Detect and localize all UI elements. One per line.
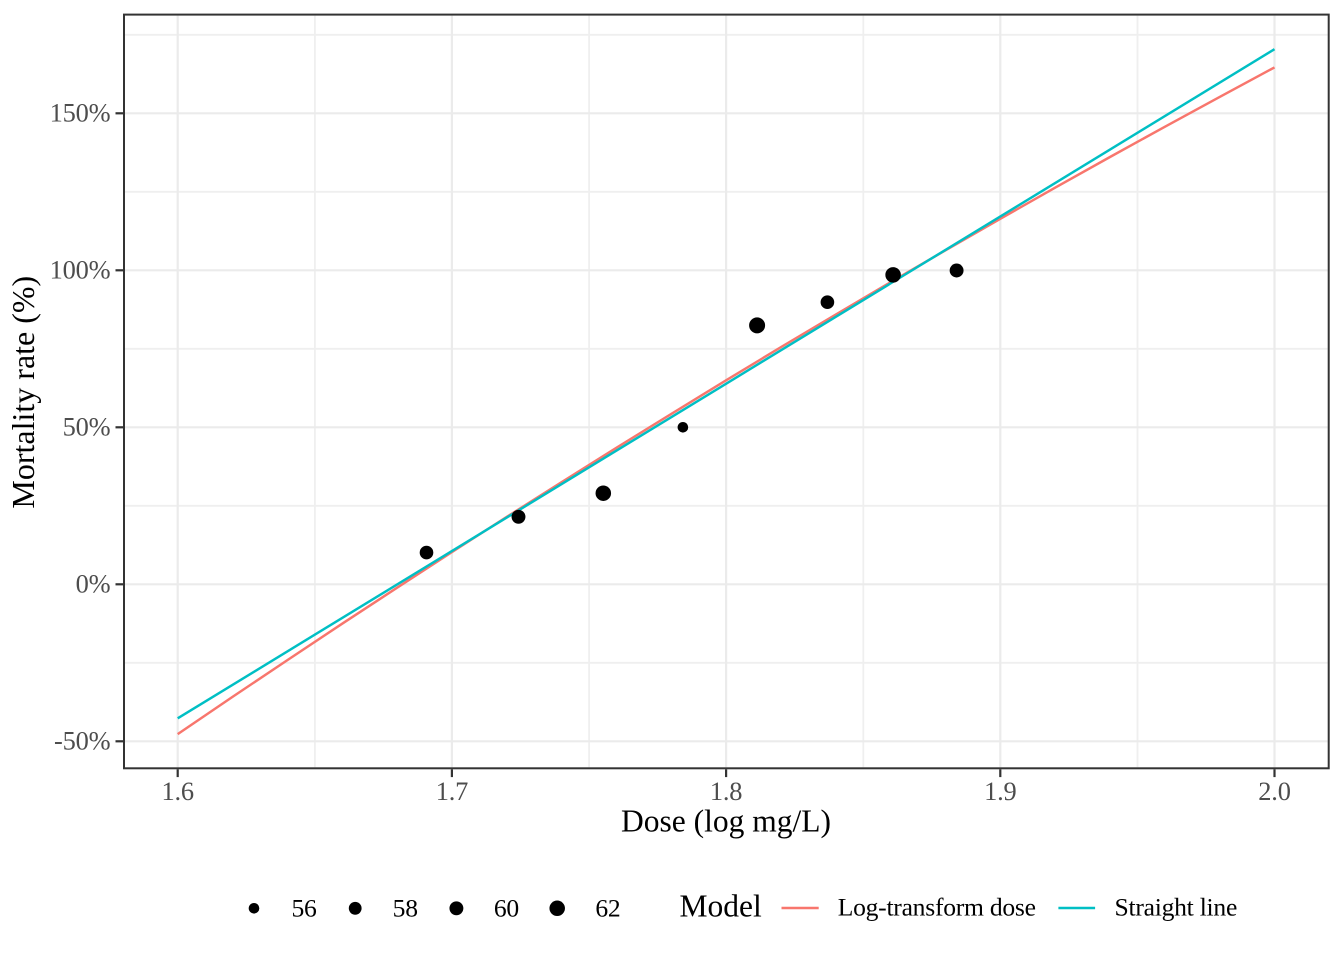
- svg-text:Model: Model: [680, 889, 762, 924]
- svg-text:58: 58: [393, 894, 418, 923]
- svg-text:62: 62: [595, 894, 620, 923]
- svg-text:0%: 0%: [76, 569, 111, 599]
- svg-text:56: 56: [291, 894, 317, 923]
- svg-text:1.6: 1.6: [162, 776, 194, 806]
- svg-text:1.8: 1.8: [710, 776, 742, 806]
- svg-text:Log-transform dose: Log-transform dose: [838, 892, 1036, 921]
- svg-text:Mortality rate (%): Mortality rate (%): [5, 276, 41, 509]
- svg-text:1.9: 1.9: [984, 776, 1016, 806]
- svg-text:2.0: 2.0: [1258, 776, 1290, 806]
- svg-text:Straight line: Straight line: [1115, 892, 1238, 921]
- svg-text:-50%: -50%: [54, 726, 111, 756]
- svg-text:1.7: 1.7: [436, 776, 468, 806]
- svg-text:60: 60: [494, 894, 519, 923]
- svg-text:100%: 100%: [50, 255, 111, 285]
- svg-text:Dose (log mg/L): Dose (log mg/L): [621, 804, 831, 839]
- svg-text:150%: 150%: [50, 98, 111, 128]
- svg-text:50%: 50%: [63, 412, 111, 442]
